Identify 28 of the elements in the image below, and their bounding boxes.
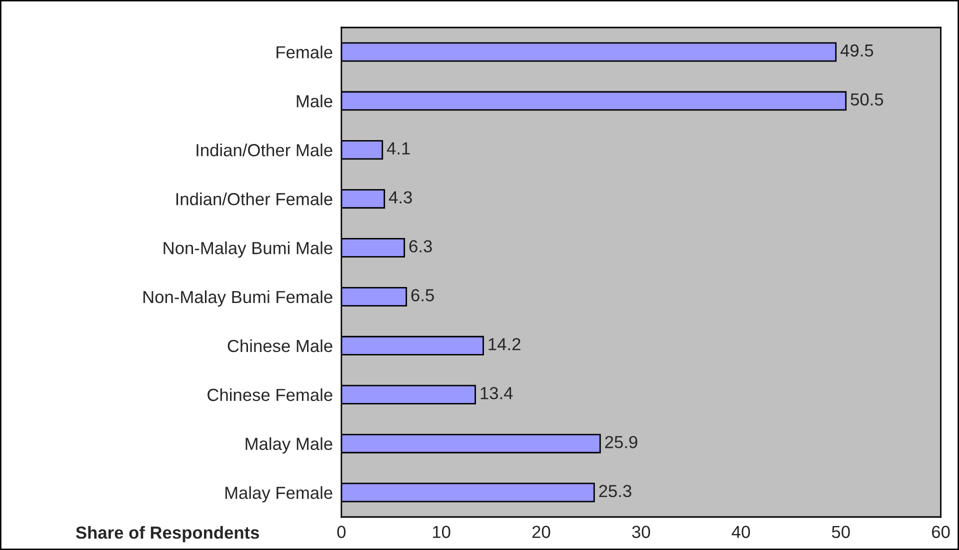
data-label: 6.5 — [411, 289, 434, 302]
x-tick-label: 40 — [732, 526, 750, 538]
data-label: 50.5 — [850, 93, 884, 106]
data-label: 14.2 — [488, 338, 520, 350]
data-label: 49.5 — [840, 44, 874, 57]
y-tick-label: Non-Malay Bumi Male — [164, 241, 332, 258]
x-tick-label: 60 — [932, 526, 950, 538]
y-tick-label: Malay Male — [246, 437, 332, 454]
data-label: 4.3 — [388, 191, 412, 204]
y-tick-label: Female — [276, 46, 332, 58]
y-tick-label: Malay Female — [225, 486, 332, 502]
y-tick-label: Chinese Female — [208, 388, 332, 402]
x-tick-label: 30 — [632, 526, 650, 538]
y-tick-label: Male — [296, 94, 332, 108]
data-label: 4.1 — [386, 142, 410, 154]
y-tick-label: Indian/Other Male — [196, 144, 332, 156]
x-tick-label: 10 — [432, 526, 450, 538]
x-tick-label: 50 — [832, 526, 850, 538]
x-tick-label: 20 — [532, 526, 550, 538]
data-label: 25.9 — [605, 436, 638, 448]
x-axis-title: Share of Respondents — [76, 526, 260, 542]
data-label: 25.3 — [599, 484, 632, 498]
x-tick-label: 0 — [337, 526, 346, 538]
data-label: 6.3 — [409, 240, 432, 252]
data-label: 13.4 — [480, 386, 513, 400]
y-tick-label: Indian/Other Female — [176, 192, 332, 206]
y-tick-label: Chinese Male — [228, 339, 332, 352]
y-tick-label: Non-Malay Bumi Female — [143, 290, 332, 307]
